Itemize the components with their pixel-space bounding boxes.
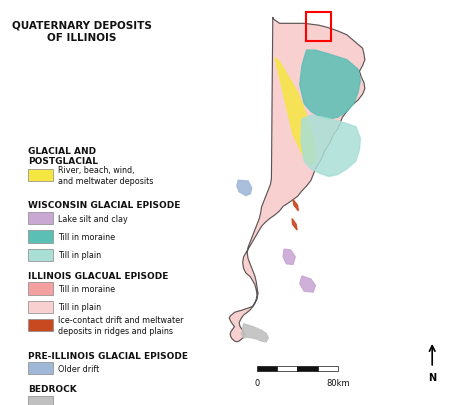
Text: Older drift: Older drift	[58, 364, 100, 373]
Text: N: N	[428, 372, 436, 382]
Polygon shape	[293, 200, 299, 211]
Text: BEDROCK: BEDROCK	[28, 384, 77, 393]
FancyBboxPatch shape	[28, 362, 53, 375]
Polygon shape	[283, 249, 295, 265]
Polygon shape	[237, 181, 252, 196]
FancyBboxPatch shape	[28, 249, 53, 261]
Bar	[298, 367, 318, 371]
FancyBboxPatch shape	[28, 396, 53, 405]
Polygon shape	[292, 219, 297, 230]
Polygon shape	[301, 116, 360, 177]
Bar	[307, 13, 331, 41]
Text: Lake silt and clay: Lake silt and clay	[58, 214, 128, 223]
Text: Till in plain: Till in plain	[58, 251, 101, 260]
FancyBboxPatch shape	[28, 170, 53, 182]
Text: QUATERNARY DEPOSITS
OF ILLINOIS: QUATERNARY DEPOSITS OF ILLINOIS	[12, 21, 152, 43]
Text: WISCONSIN GLACIAL EPISODE: WISCONSIN GLACIAL EPISODE	[28, 201, 181, 210]
Polygon shape	[300, 51, 360, 120]
FancyBboxPatch shape	[28, 213, 53, 225]
Bar	[277, 367, 298, 371]
Text: Ice-contact drift and meltwater
deposits in ridges and plains: Ice-contact drift and meltwater deposits…	[58, 315, 183, 336]
FancyBboxPatch shape	[28, 320, 53, 332]
FancyBboxPatch shape	[28, 231, 53, 243]
Text: Till in moraine: Till in moraine	[58, 232, 115, 241]
Text: Till in moraine: Till in moraine	[58, 284, 115, 293]
Polygon shape	[275, 59, 316, 166]
Text: 0: 0	[255, 378, 260, 387]
Bar	[257, 367, 277, 371]
Text: PRE-ILLINOIS GLACIAL EPISODE: PRE-ILLINOIS GLACIAL EPISODE	[28, 351, 188, 360]
Polygon shape	[300, 276, 316, 292]
Bar	[318, 367, 338, 371]
Text: 80km: 80km	[326, 378, 350, 387]
Text: GLACIAL AND
POSTGLACIAL: GLACIAL AND POSTGLACIAL	[28, 147, 98, 166]
FancyBboxPatch shape	[28, 283, 53, 295]
Polygon shape	[229, 19, 365, 342]
Text: ILLINOIS GLACUAL EPISODE: ILLINOIS GLACUAL EPISODE	[28, 271, 168, 280]
Text: Till in plain: Till in plain	[58, 303, 101, 312]
Text: River, beach, wind,
and meltwater deposits: River, beach, wind, and meltwater deposi…	[58, 166, 154, 186]
FancyBboxPatch shape	[28, 301, 53, 313]
Polygon shape	[241, 324, 268, 342]
